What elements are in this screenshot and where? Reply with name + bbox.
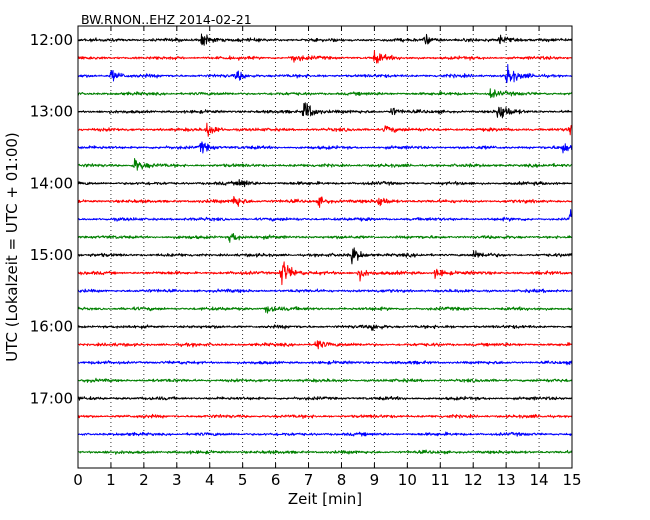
y-tick-label: 14:00 [30,174,73,192]
x-tick-label: 3 [172,471,182,489]
trace-line [77,209,573,222]
trace-line [77,122,573,137]
trace-line [77,306,573,314]
trace-line [77,340,573,350]
trace-line [77,141,573,154]
trace-line [77,324,573,332]
x-tick-label: 12 [464,471,483,489]
y-tick-label: 12:00 [30,31,73,49]
chart-title: BW.RNON..EHZ 2014-02-21 [81,12,252,27]
trace-line [77,413,573,419]
trace-line [77,377,573,383]
trace-line [77,395,573,401]
x-tick-label: 9 [370,471,380,489]
vertical-grid [110,26,540,468]
y-tick-label: 17:00 [30,389,73,407]
trace-line [77,33,573,46]
trace-line [77,49,573,64]
trace-line [77,360,573,366]
x-tick-label: 1 [106,471,116,489]
trace-line [77,63,573,84]
x-tick-label: 7 [304,471,314,489]
x-tick-label: 2 [139,471,149,489]
y-axis-title: UTC (Lokalzeit = UTC + 01:00) [3,132,21,362]
trace-line [77,261,573,286]
trace-line [77,88,573,99]
trace-line [77,196,573,208]
x-tick-label: 11 [431,471,450,489]
x-tick-label: 13 [497,471,516,489]
x-tick-label: 4 [205,471,215,489]
x-tick-label: 6 [271,471,281,489]
x-tick-label: 10 [398,471,417,489]
trace-line [77,157,573,171]
y-tick-label: 13:00 [30,103,73,121]
trace-line [77,431,573,437]
trace-line [77,247,573,265]
y-axis-ticks: 12:00 13:00 14:00 15:00 16:00 17:00 [30,31,572,407]
x-tick-label: 14 [530,471,549,489]
seismogram-traces [77,33,573,455]
trace-line [77,232,573,243]
x-axis-title: Zeit [min] [288,490,362,508]
x-tick-label: 5 [238,471,248,489]
trace-line [77,288,573,294]
x-tick-label: 15 [562,471,581,489]
trace-line [77,449,573,455]
trace-line [77,179,573,188]
y-tick-label: 16:00 [30,318,73,336]
plot-frame [77,25,573,469]
y-tick-label: 15:00 [30,246,73,264]
x-tick-label: 8 [337,471,347,489]
x-tick-label: 0 [73,471,83,489]
trace-line [77,102,573,119]
x-axis-ticks: 0 1 2 3 4 5 6 7 8 9 10 11 12 13 14 15 [73,26,582,489]
